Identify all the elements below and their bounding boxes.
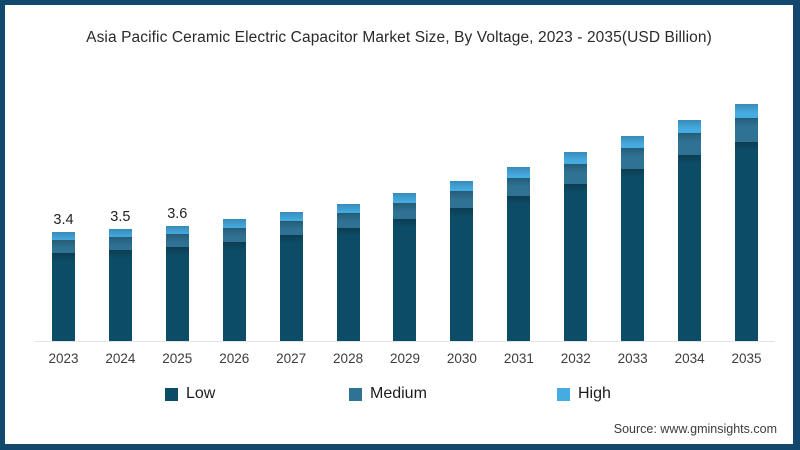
source-note: Source: www.gminsights.com	[613, 422, 777, 436]
bar-segment-high	[678, 120, 702, 133]
bar-segment-high	[621, 136, 645, 148]
bar-segment-high	[507, 167, 531, 178]
bar-segment-medium	[450, 191, 474, 208]
x-axis-label-2030: 2030	[446, 351, 477, 366]
bars-row: 3.4 3.5 3.6	[35, 41, 775, 341]
bar-segment-low	[51, 253, 75, 341]
bar-segment-high	[222, 219, 246, 228]
legend: Low Medium High	[5, 385, 793, 409]
x-axis-label-2034: 2034	[674, 351, 705, 366]
legend-item-medium: Medium	[349, 385, 427, 403]
bar-group-2024: 3.5	[92, 41, 149, 341]
bar-segment-medium	[51, 240, 75, 253]
bar-stack	[564, 152, 588, 341]
bar-segment-low	[621, 169, 645, 341]
bar-segment-high	[564, 152, 588, 164]
bar-stack	[393, 193, 417, 341]
bar-stack	[165, 226, 189, 341]
bar-group-2030	[433, 41, 490, 341]
bar-stack	[279, 212, 303, 341]
x-axis-label-2027: 2027	[276, 351, 307, 366]
legend-swatch-high	[557, 387, 570, 401]
x-axis-label-2033: 2033	[617, 351, 648, 366]
bar-segment-medium	[279, 221, 303, 235]
bar-segment-low	[336, 228, 360, 341]
x-axis-label-2023: 2023	[48, 351, 79, 366]
bar-segment-high	[393, 193, 417, 203]
x-axis-label-2025: 2025	[162, 351, 193, 366]
bar-segment-medium	[678, 133, 702, 155]
x-axis-labels: 2023 2024 2025 2026 2027 2028 2029 2030 2031 2032…	[35, 351, 775, 366]
legend-item-high: High	[557, 385, 611, 403]
bar-stack	[222, 219, 246, 341]
bar-segment-high	[336, 204, 360, 213]
bar-value-label: 3.4	[53, 211, 74, 228]
bar-segment-low	[108, 250, 132, 341]
bar-group-2023: 3.4	[35, 41, 92, 341]
bar-stack	[735, 104, 759, 341]
bar-segment-low	[735, 142, 759, 341]
bar-segment-low	[222, 242, 246, 341]
bar-segment-high	[165, 226, 189, 234]
x-axis-label-2026: 2026	[219, 351, 250, 366]
bar-stack	[507, 167, 531, 341]
bar-group-2029	[377, 41, 434, 341]
bar-segment-low	[564, 184, 588, 341]
bar-segment-high	[450, 181, 474, 191]
bar-stack	[450, 181, 474, 341]
bar-group-2025: 3.6	[149, 41, 206, 341]
bar-segment-low	[507, 196, 531, 341]
bar-group-2034	[661, 41, 718, 341]
legend-label-medium: Medium	[370, 385, 427, 402]
bar-group-2027	[263, 41, 320, 341]
legend-label-low: Low	[186, 385, 216, 402]
bar-segment-low	[450, 208, 474, 341]
bar-segment-medium	[165, 234, 189, 247]
bar-segment-low	[165, 247, 189, 341]
bar-segment-medium	[735, 118, 759, 142]
legend-label-high: High	[578, 385, 611, 402]
bar-segment-medium	[222, 228, 246, 242]
legend-swatch-medium	[349, 387, 362, 401]
bar-stack	[108, 229, 132, 341]
legend-swatch-low	[165, 387, 178, 401]
bar-value-label: 3.5	[110, 208, 131, 225]
bar-segment-low	[393, 219, 417, 341]
bar-segment-high	[735, 104, 759, 118]
x-axis-label-2024: 2024	[105, 351, 136, 366]
bar-segment-medium	[564, 164, 588, 184]
bar-value-label: 3.6	[167, 205, 188, 222]
bar-group-2032	[547, 41, 604, 341]
bar-stack	[621, 136, 645, 341]
bar-stack	[336, 204, 360, 341]
bar-segment-high	[51, 232, 75, 240]
chart-title: Asia Pacific Ceramic Electric Capacitor …	[86, 29, 712, 46]
bar-segment-medium	[393, 203, 417, 219]
bar-stack	[678, 120, 702, 341]
x-axis-label-2028: 2028	[333, 351, 364, 366]
legend-item-low: Low	[165, 385, 215, 403]
bar-segment-medium	[108, 237, 132, 250]
bar-group-2026	[206, 41, 263, 341]
bar-segment-medium	[507, 178, 531, 196]
bar-group-2035	[718, 41, 775, 341]
x-axis-line	[35, 341, 775, 342]
x-axis-label-2032: 2032	[560, 351, 591, 366]
x-axis-label-2035: 2035	[731, 351, 762, 366]
x-axis-label-2031: 2031	[503, 351, 534, 366]
bar-group-2028	[320, 41, 377, 341]
bar-segment-low	[678, 155, 702, 341]
x-axis-label-2029: 2029	[389, 351, 421, 366]
bar-segment-medium	[336, 213, 360, 228]
bar-segment-medium	[621, 148, 645, 169]
bar-group-2033	[604, 41, 661, 341]
bar-segment-high	[279, 212, 303, 221]
bar-group-2031	[490, 41, 547, 341]
bar-stack	[51, 232, 75, 341]
bar-segment-low	[279, 235, 303, 341]
bar-segment-high	[108, 229, 132, 237]
